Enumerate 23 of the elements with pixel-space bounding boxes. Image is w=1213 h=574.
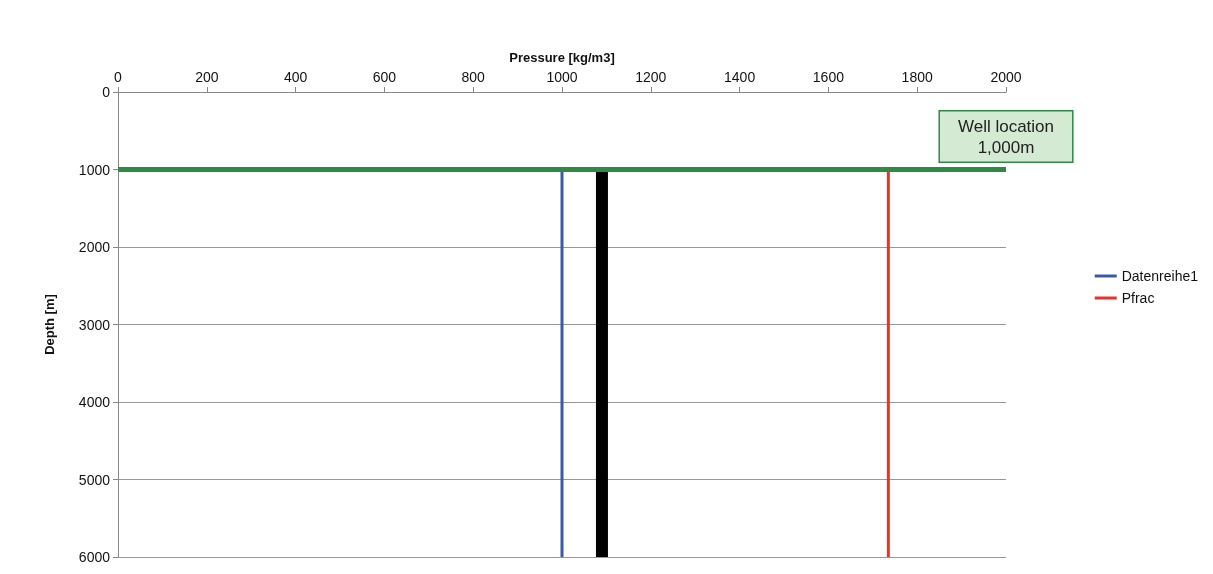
y-axis-title: Depth [m] xyxy=(42,294,57,355)
x-tick-label: 1200 xyxy=(635,69,667,85)
x-tick-label: 0 xyxy=(114,69,123,85)
x-axis-title: Pressure [kg/m3] xyxy=(509,50,615,65)
y-tick-label: 4000 xyxy=(78,394,111,410)
x-tick-label: 200 xyxy=(195,69,219,85)
legend-label: Datenreihe1 xyxy=(1121,268,1199,284)
y-tick-label: 6000 xyxy=(78,549,111,565)
x-tick-label: 1800 xyxy=(901,69,933,85)
x-tick-label: 2000 xyxy=(990,69,1022,85)
y-tick-label: 3000 xyxy=(78,316,111,333)
y-tick-label: 5000 xyxy=(78,471,111,488)
legend-label: Pfrac xyxy=(1121,290,1155,306)
x-tick-label: 1600 xyxy=(812,69,845,85)
y-tick-label: 2000 xyxy=(78,239,111,255)
x-tick-label: 800 xyxy=(461,69,486,85)
x-tick-label: 1000 xyxy=(546,69,578,85)
x-tick-label: 600 xyxy=(372,69,397,85)
ref-line-label: Well location 1,000m xyxy=(957,116,1055,157)
x-tick-label: 400 xyxy=(283,69,308,85)
x-tick-label: 1400 xyxy=(724,69,756,85)
y-tick-label: 0 xyxy=(102,84,111,100)
y-tick-label: 1000 xyxy=(78,161,111,178)
